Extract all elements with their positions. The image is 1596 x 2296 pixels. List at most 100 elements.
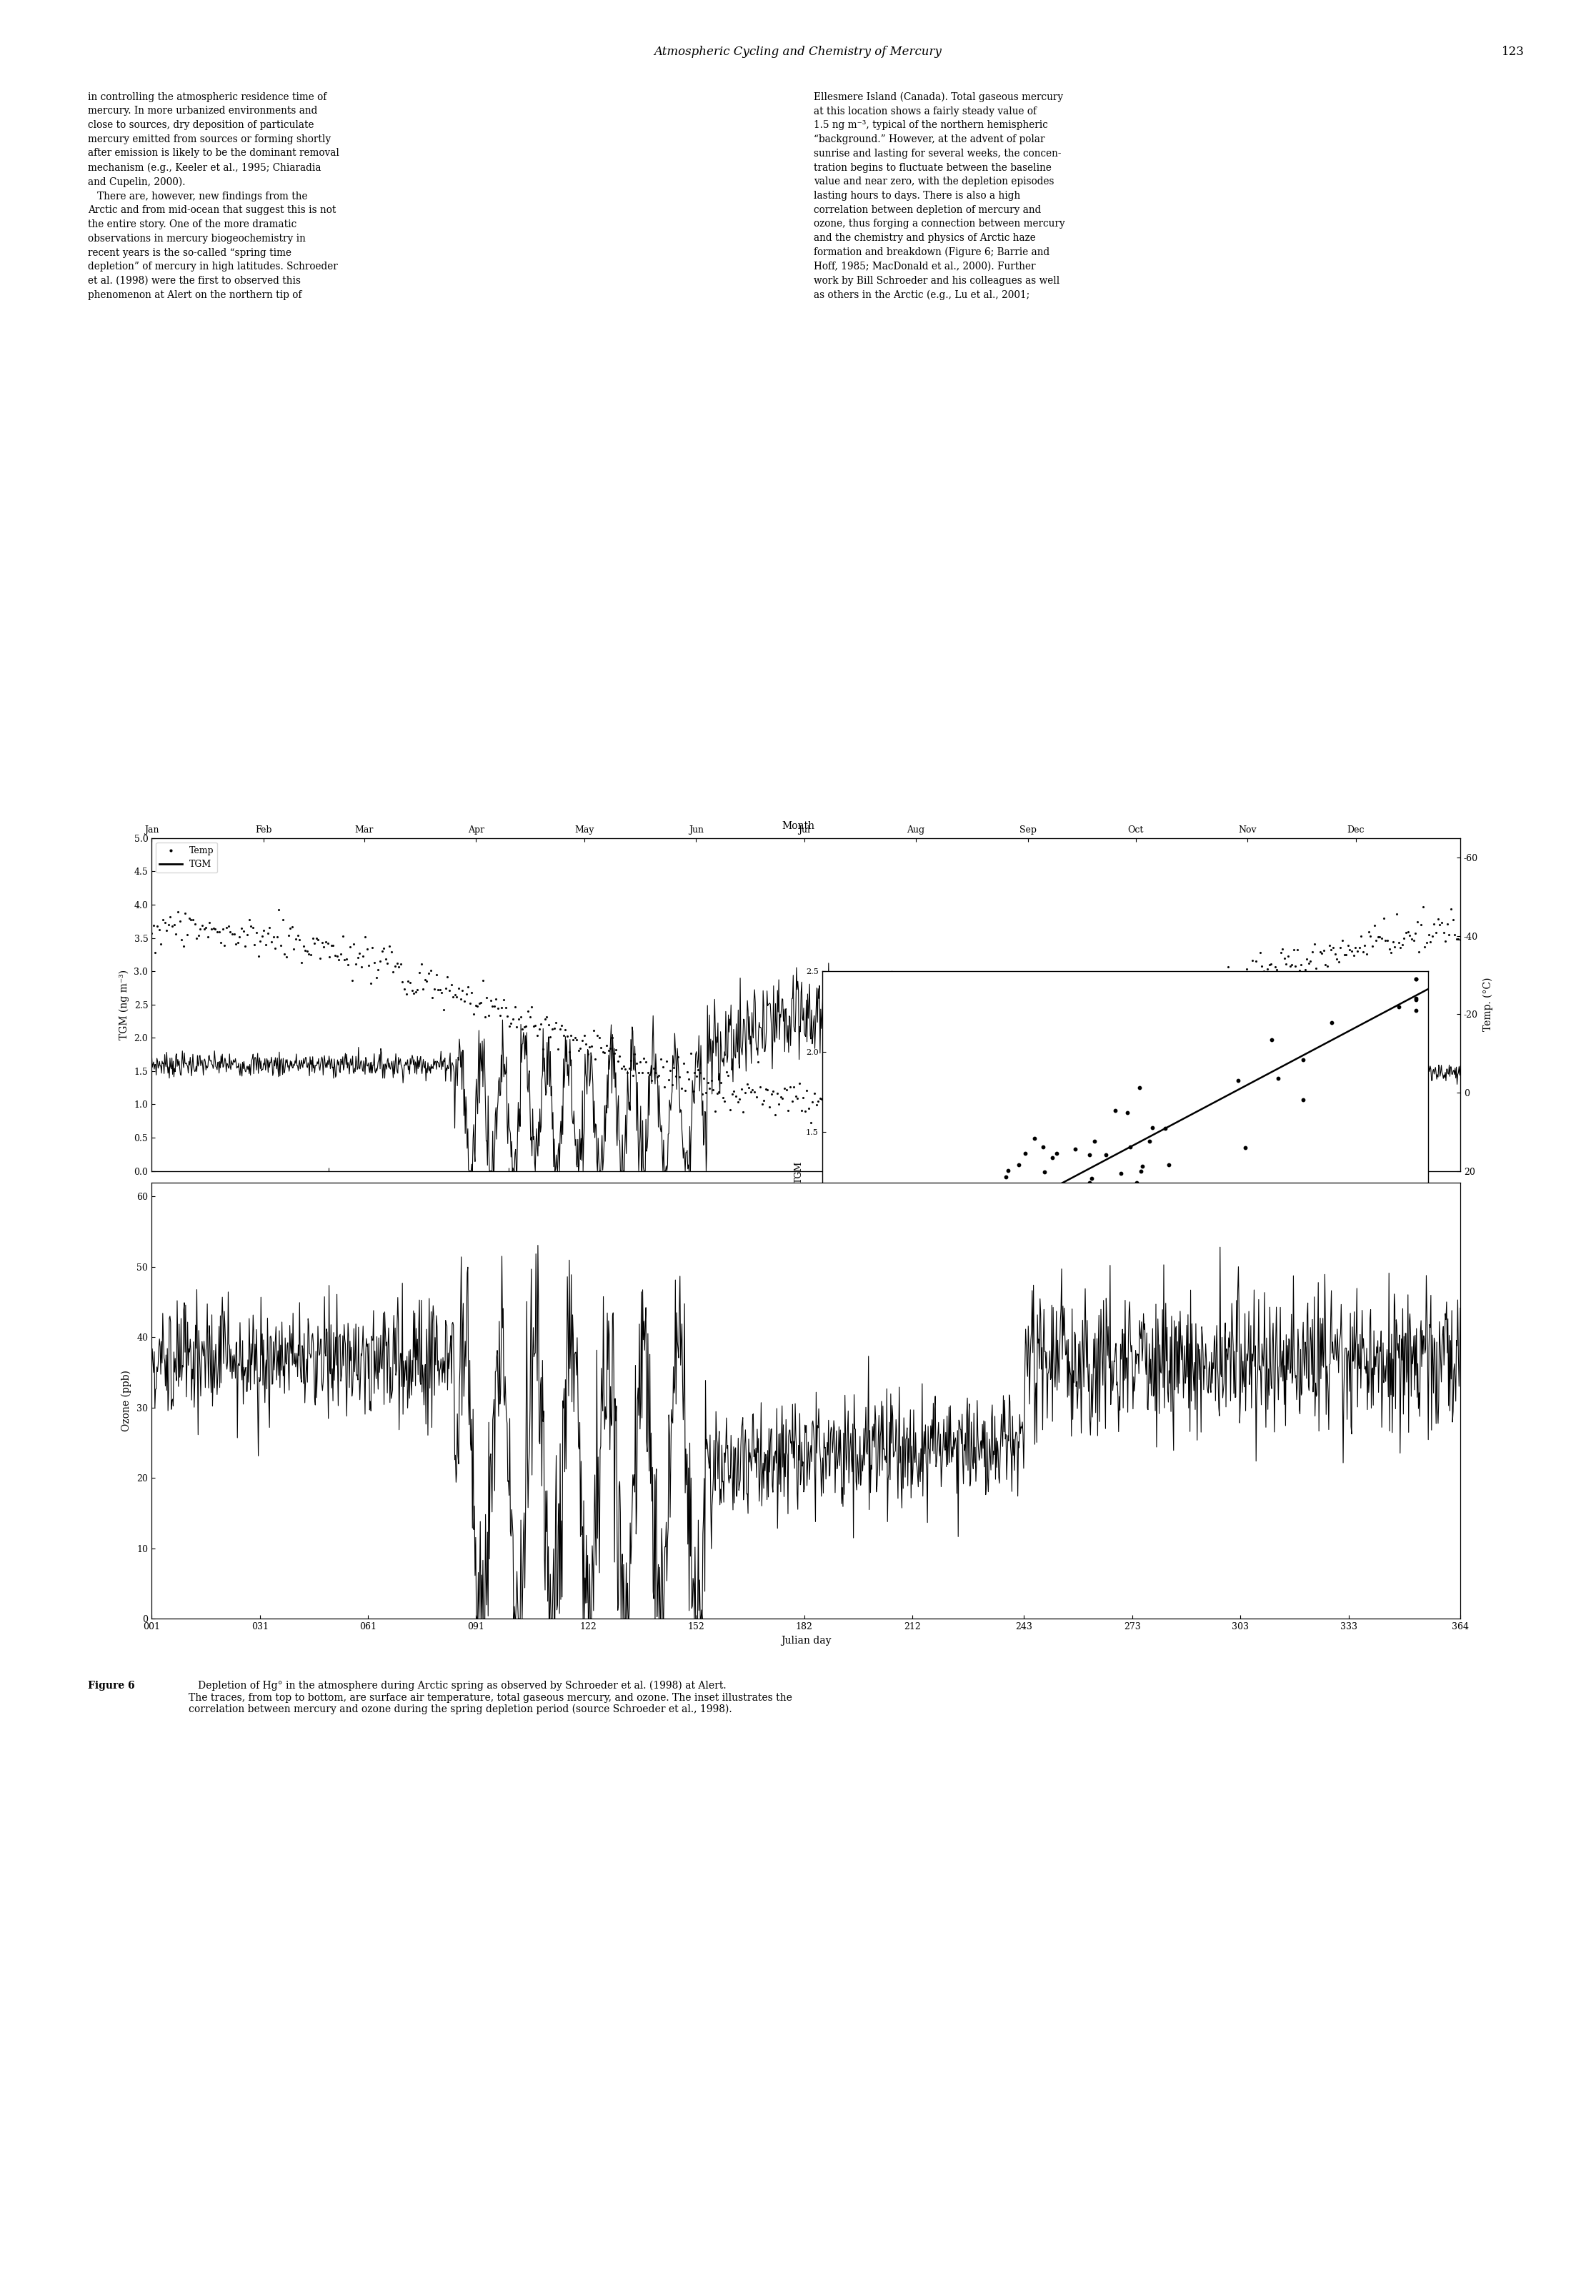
Legend: Temp, TGM: Temp, TGM bbox=[156, 843, 217, 872]
Point bbox=[857, 1251, 883, 1288]
Text: Depletion of Hg° in the atmosphere during Arctic spring as observed by Schroeder: Depletion of Hg° in the atmosphere durin… bbox=[188, 1681, 792, 1715]
Point bbox=[1041, 1205, 1066, 1242]
Point bbox=[824, 1281, 849, 1318]
Point bbox=[1039, 1187, 1065, 1224]
Point bbox=[852, 1233, 878, 1270]
Point bbox=[905, 1256, 930, 1293]
Point bbox=[851, 1244, 876, 1281]
Point bbox=[900, 1219, 926, 1256]
Point bbox=[827, 1231, 852, 1267]
Point bbox=[913, 1242, 938, 1279]
Point bbox=[993, 1157, 1018, 1194]
Point bbox=[1041, 1139, 1066, 1176]
Point bbox=[824, 1201, 849, 1238]
Point bbox=[930, 1169, 956, 1205]
Point bbox=[1025, 1194, 1050, 1231]
Point bbox=[924, 1265, 950, 1302]
Point bbox=[895, 1221, 921, 1258]
Text: Figure 6: Figure 6 bbox=[88, 1681, 134, 1690]
Y-axis label: TGM (ng m⁻³): TGM (ng m⁻³) bbox=[118, 969, 129, 1040]
Point bbox=[816, 1258, 841, 1295]
Point bbox=[830, 1311, 855, 1348]
Point bbox=[956, 1219, 982, 1256]
Point bbox=[1063, 1130, 1088, 1166]
Point bbox=[1187, 1169, 1213, 1205]
Point bbox=[1128, 1153, 1154, 1189]
Point bbox=[1114, 1095, 1140, 1132]
Point bbox=[851, 1279, 876, 1316]
Text: Ellesmere Island (Canada). Total gaseous mercury
at this location shows a fairly: Ellesmere Island (Canada). Total gaseous… bbox=[814, 92, 1065, 301]
Point bbox=[1290, 1081, 1315, 1118]
Point bbox=[1124, 1164, 1149, 1201]
Point bbox=[1082, 1123, 1108, 1159]
Point bbox=[951, 1205, 977, 1242]
Point bbox=[830, 1256, 855, 1293]
Point bbox=[835, 1272, 860, 1309]
Point bbox=[1128, 1228, 1154, 1265]
Point bbox=[841, 1249, 867, 1286]
Point bbox=[953, 1196, 978, 1233]
Point bbox=[996, 1226, 1021, 1263]
Point bbox=[817, 1325, 843, 1362]
Point bbox=[954, 1189, 980, 1226]
Text: in controlling the atmospheric residence time of
mercury. In more urbanized envi: in controlling the atmospheric residence… bbox=[88, 92, 340, 301]
Point bbox=[1108, 1155, 1133, 1192]
Point bbox=[1403, 960, 1428, 996]
Point bbox=[852, 1325, 878, 1362]
Point bbox=[851, 1221, 876, 1258]
Point bbox=[1109, 1169, 1135, 1205]
Point bbox=[961, 1194, 986, 1231]
Point bbox=[938, 1228, 964, 1265]
Point bbox=[1031, 1127, 1057, 1164]
Point bbox=[817, 1270, 843, 1306]
Point bbox=[905, 1178, 930, 1215]
Point bbox=[1058, 1180, 1084, 1217]
Point bbox=[828, 1263, 854, 1300]
Point bbox=[883, 1208, 908, 1244]
Point bbox=[859, 1274, 884, 1311]
Point bbox=[824, 1267, 849, 1304]
Point bbox=[1093, 1137, 1119, 1173]
Point bbox=[956, 1263, 982, 1300]
Y-axis label: Temp. (°C): Temp. (°C) bbox=[1483, 978, 1494, 1031]
Point bbox=[863, 1272, 889, 1309]
Point bbox=[816, 1302, 841, 1339]
Point bbox=[862, 1274, 887, 1311]
Point bbox=[983, 1180, 1009, 1217]
Point bbox=[839, 1322, 865, 1359]
Point bbox=[1117, 1130, 1143, 1166]
Point bbox=[1290, 1042, 1315, 1079]
Point bbox=[875, 1265, 900, 1302]
Point bbox=[1031, 1153, 1057, 1189]
Point bbox=[934, 1208, 959, 1244]
Point bbox=[1232, 1130, 1258, 1166]
Point bbox=[902, 1263, 927, 1300]
Point bbox=[996, 1153, 1021, 1189]
Point bbox=[1130, 1148, 1156, 1185]
Point bbox=[942, 1221, 967, 1258]
Point bbox=[838, 1288, 863, 1325]
Point bbox=[945, 1228, 970, 1265]
Point bbox=[873, 1212, 899, 1249]
Point bbox=[865, 1311, 891, 1348]
Point bbox=[839, 1261, 865, 1297]
Point bbox=[816, 1283, 841, 1320]
Y-axis label: Ozone (ppb): Ozone (ppb) bbox=[121, 1371, 132, 1430]
Point bbox=[889, 1283, 915, 1320]
Point bbox=[1385, 990, 1411, 1026]
Point bbox=[1136, 1123, 1162, 1159]
Point bbox=[1060, 1196, 1085, 1233]
Point bbox=[1103, 1093, 1128, 1130]
Point bbox=[1079, 1159, 1104, 1196]
Point bbox=[862, 1345, 887, 1382]
Point bbox=[1127, 1070, 1152, 1107]
Point bbox=[895, 1311, 921, 1348]
Text: 123: 123 bbox=[1502, 46, 1524, 57]
Point bbox=[922, 1295, 948, 1332]
Text: Atmospheric Cycling and Chemistry of Mercury: Atmospheric Cycling and Chemistry of Mer… bbox=[654, 46, 942, 57]
X-axis label: Julian day: Julian day bbox=[780, 1635, 832, 1646]
X-axis label: Ozone: Ozone bbox=[1111, 1384, 1140, 1396]
Point bbox=[1021, 1120, 1047, 1157]
Text: y = 0.04 x + 0.39; R² = 0.80: y = 0.04 x + 0.39; R² = 0.80 bbox=[1283, 1334, 1398, 1341]
Point bbox=[1077, 1164, 1103, 1201]
